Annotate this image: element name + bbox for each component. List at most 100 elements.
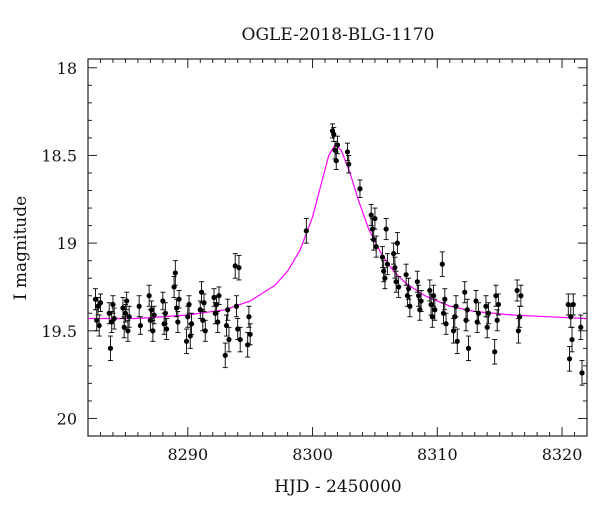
point-marker xyxy=(120,305,126,311)
point-marker xyxy=(403,272,409,278)
point-marker xyxy=(235,326,241,332)
point-marker xyxy=(334,142,341,148)
data-point xyxy=(518,284,524,307)
data-point xyxy=(475,302,482,325)
point-marker xyxy=(427,287,433,294)
point-marker xyxy=(407,303,413,309)
point-marker xyxy=(94,317,100,323)
point-marker xyxy=(514,287,520,294)
data-point xyxy=(172,260,178,286)
point-marker xyxy=(494,317,500,323)
point-marker xyxy=(381,268,387,274)
point-marker xyxy=(391,251,397,257)
data-point xyxy=(570,293,576,316)
data-point xyxy=(454,328,460,355)
point-marker xyxy=(211,294,217,301)
point-marker xyxy=(493,293,499,299)
x-tick-labels: 8290 8300 8310 8320 xyxy=(167,445,582,464)
point-marker xyxy=(492,349,498,355)
point-marker xyxy=(515,328,521,334)
data-point xyxy=(171,275,177,298)
y-tick-label: 18.5 xyxy=(41,146,77,165)
point-marker xyxy=(384,261,390,267)
point-marker xyxy=(394,240,400,246)
data-point xyxy=(517,305,523,328)
data-point xyxy=(222,342,228,369)
data-point xyxy=(357,179,363,198)
point-marker xyxy=(247,331,253,337)
model-curve xyxy=(88,143,588,320)
point-marker xyxy=(566,356,573,362)
data-point xyxy=(383,218,389,241)
point-marker xyxy=(406,286,412,292)
data-point xyxy=(514,279,520,302)
axis-ticks xyxy=(87,59,588,436)
point-marker xyxy=(473,298,479,304)
data-point xyxy=(111,307,117,330)
point-marker xyxy=(418,298,424,304)
data-point xyxy=(146,284,152,307)
point-marker xyxy=(106,310,112,316)
point-marker xyxy=(215,319,221,325)
point-marker xyxy=(485,310,492,316)
data-point xyxy=(382,267,388,290)
data-point xyxy=(246,305,252,328)
point-marker xyxy=(430,293,437,299)
data-point xyxy=(396,275,402,298)
data-point xyxy=(107,335,114,362)
data-point xyxy=(418,290,424,312)
point-marker xyxy=(464,307,470,313)
point-marker xyxy=(187,333,193,339)
point-marker xyxy=(462,289,468,295)
data-point xyxy=(430,284,437,307)
data-point xyxy=(334,135,341,155)
data-point xyxy=(515,318,521,344)
data-point xyxy=(439,251,445,277)
data-point xyxy=(163,318,170,341)
data-point xyxy=(110,295,116,314)
point-marker xyxy=(236,265,242,271)
point-marker xyxy=(392,265,398,271)
data-point xyxy=(464,298,470,321)
point-marker xyxy=(483,303,489,309)
point-marker xyxy=(382,275,388,281)
point-marker xyxy=(579,370,585,376)
data-point xyxy=(226,326,232,353)
point-marker xyxy=(175,319,181,325)
y-tick-labels: 18 18.5 19 19.5 20 xyxy=(41,59,77,429)
data-point xyxy=(188,312,195,335)
point-marker xyxy=(162,310,168,316)
point-marker xyxy=(136,303,142,309)
point-marker xyxy=(443,321,449,327)
point-marker xyxy=(569,336,575,343)
data-point xyxy=(450,318,457,344)
data-point xyxy=(442,288,448,311)
point-marker xyxy=(484,324,490,330)
point-marker xyxy=(107,345,114,351)
data-point xyxy=(432,298,438,321)
point-marker xyxy=(450,328,457,334)
point-marker xyxy=(568,314,574,320)
point-marker xyxy=(183,338,190,344)
point-marker xyxy=(201,300,207,306)
point-marker xyxy=(151,312,157,318)
x-tick-label: 8310 xyxy=(417,445,458,464)
point-marker xyxy=(373,244,379,250)
point-marker xyxy=(97,300,104,306)
data-point xyxy=(303,218,309,244)
point-marker xyxy=(149,307,155,313)
point-marker xyxy=(518,293,524,299)
data-point xyxy=(97,293,104,312)
point-marker xyxy=(246,314,252,320)
data-point xyxy=(346,154,352,174)
point-marker xyxy=(188,321,195,327)
point-marker xyxy=(442,296,448,302)
point-marker xyxy=(185,314,191,320)
point-marker xyxy=(125,328,131,334)
point-marker xyxy=(124,298,130,304)
data-point xyxy=(414,270,420,293)
data-point xyxy=(344,142,351,162)
point-marker xyxy=(331,131,337,137)
data-point xyxy=(373,235,379,258)
